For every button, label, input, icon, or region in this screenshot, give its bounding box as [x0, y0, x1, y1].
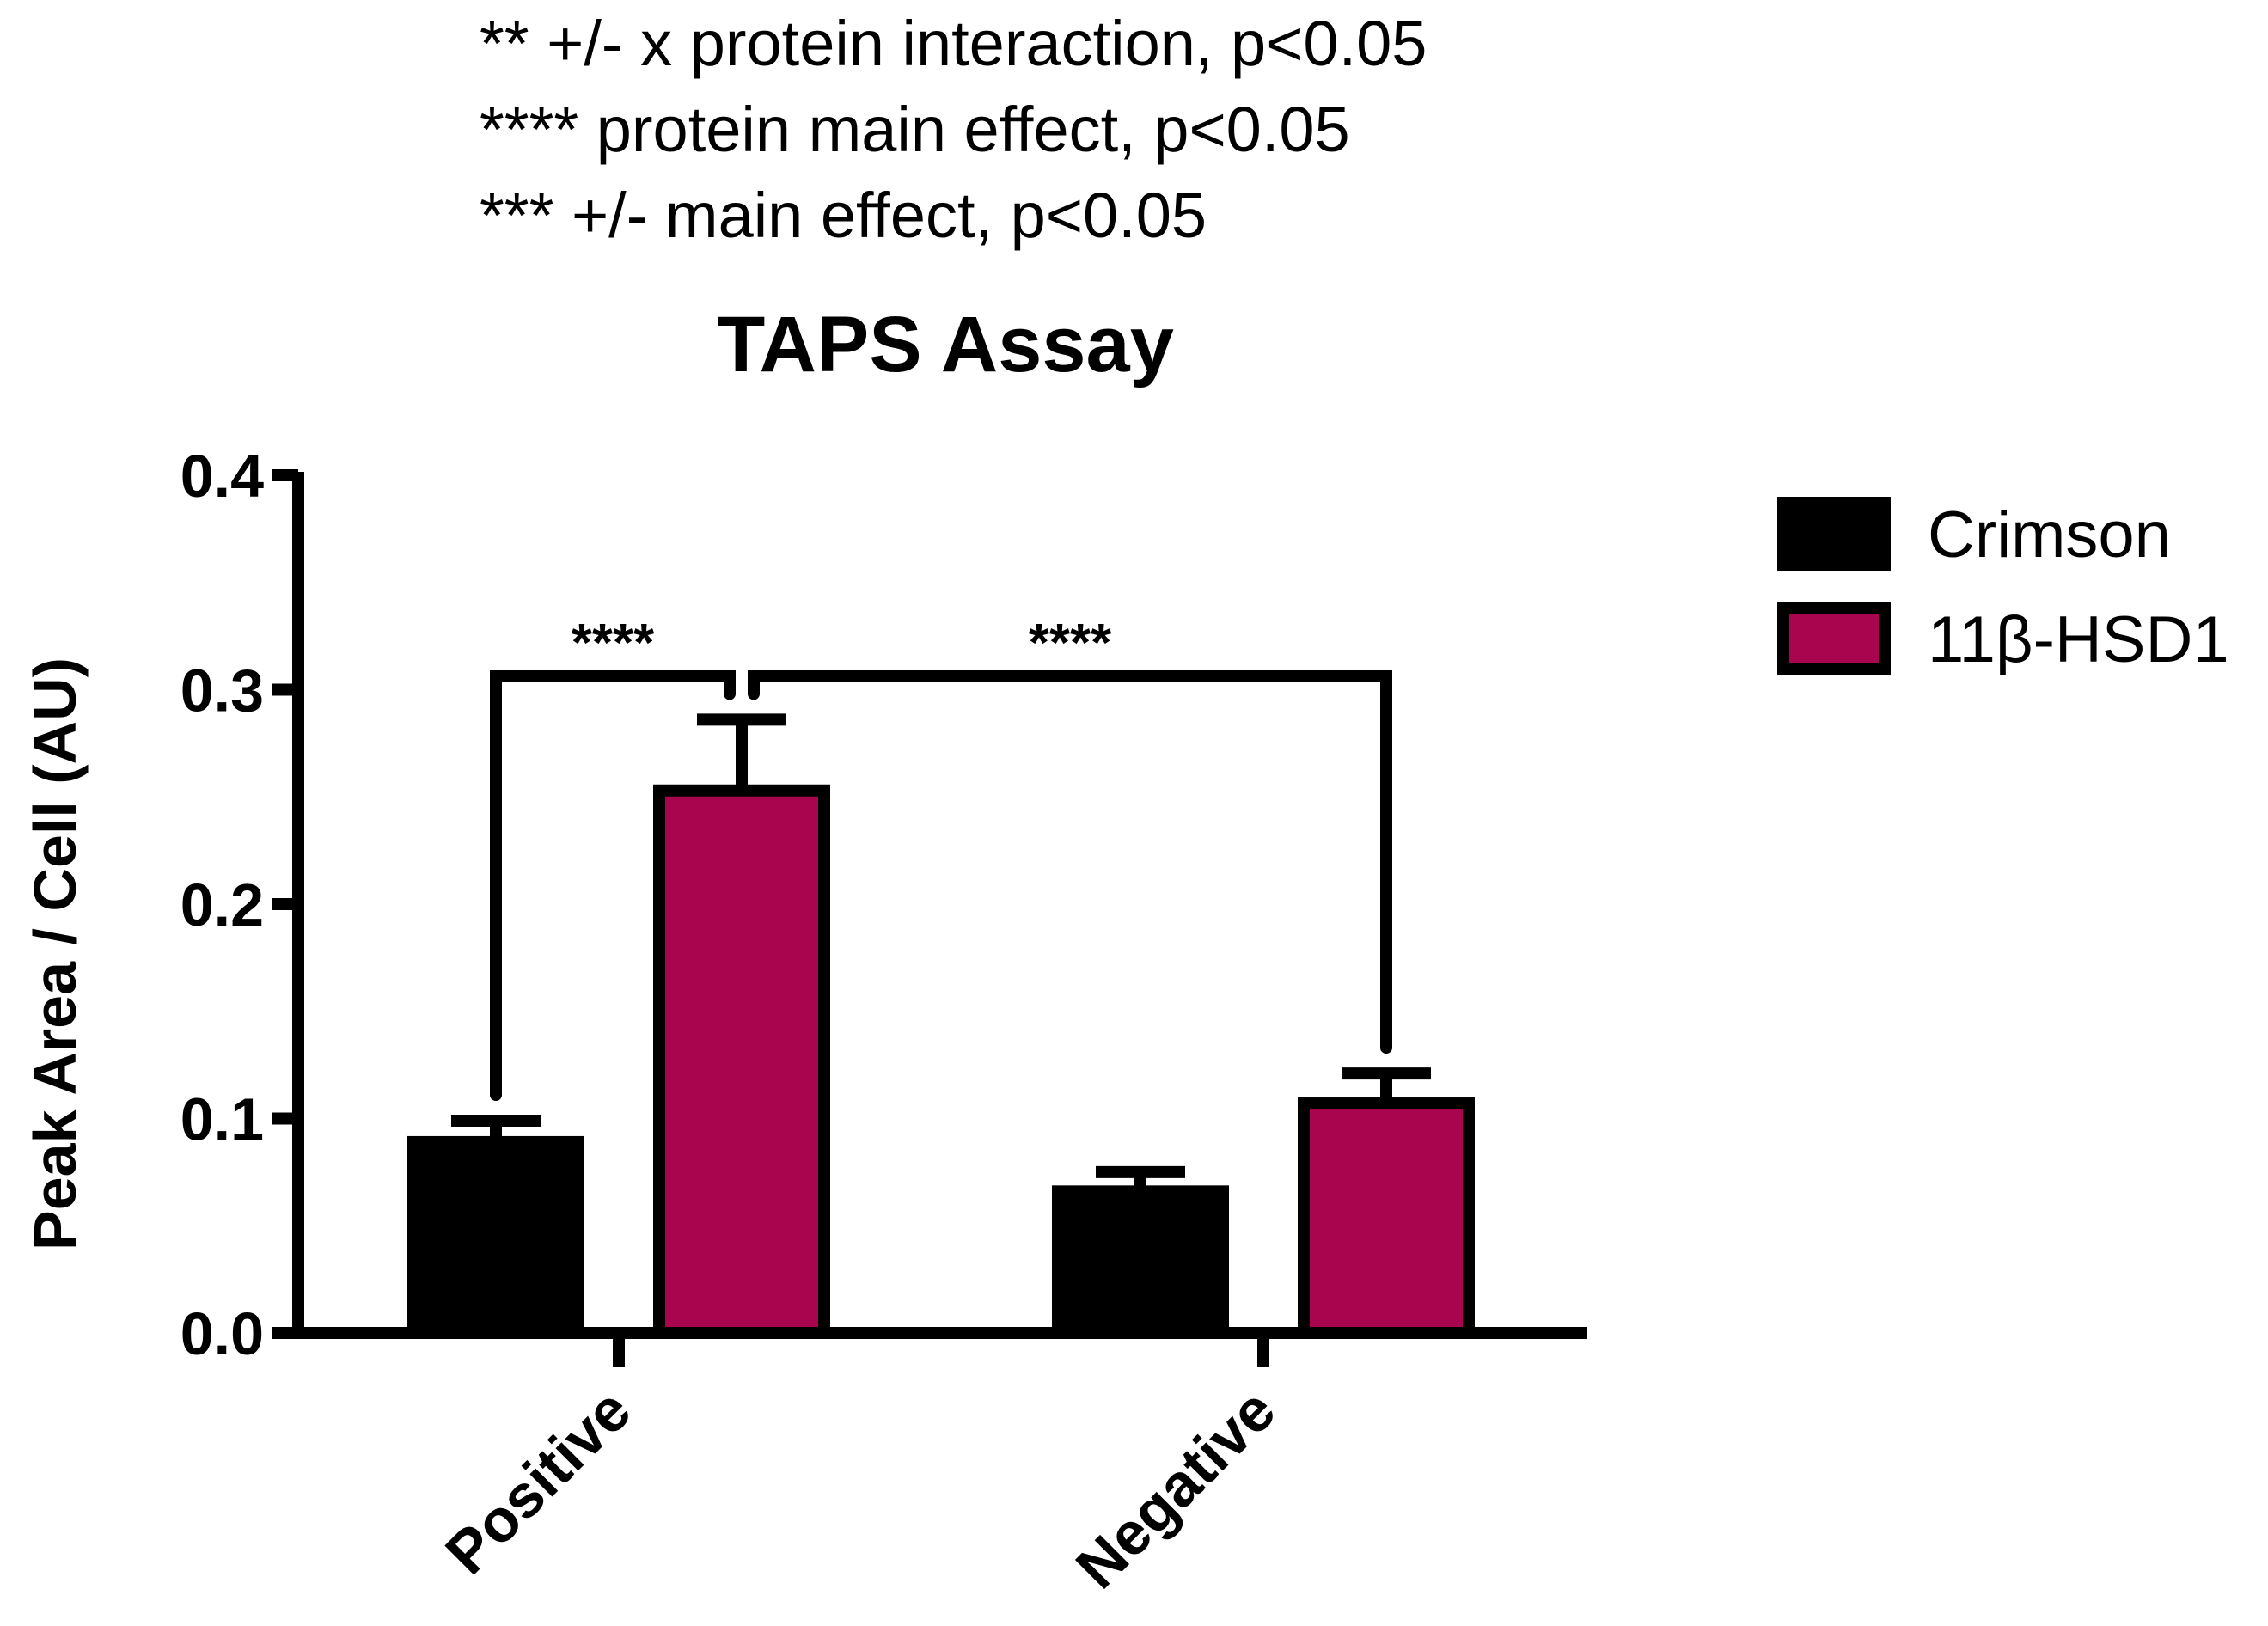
x-category-label: Positive [433, 1376, 644, 1586]
bar [407, 1135, 584, 1339]
annotation-pm-main-effect: *** +/- main effect, p<0.05 [480, 180, 1207, 251]
chart-title: TAPS Assay [717, 301, 1174, 388]
legend-swatch [1777, 497, 1891, 571]
bar [653, 784, 830, 1339]
y-axis-label: Peak Area / Cell (AU) [21, 657, 89, 1250]
significance-bracket [748, 670, 1392, 1054]
y-tick-label: 0.4 [180, 443, 264, 510]
annotation-protein-main-effect: **** protein main effect, p<0.05 [480, 94, 1350, 165]
legend-swatch [1777, 602, 1891, 675]
significance-label: **** [1029, 614, 1112, 673]
significance-label: **** [572, 614, 655, 673]
significance-brackets: **** **** [490, 614, 1392, 1101]
significance-bracket [490, 670, 736, 1101]
annotations: ** +/- x protein interaction, p<0.05 ***… [480, 8, 1427, 251]
y-tick-label: 0.3 [180, 657, 264, 724]
y-tick-label: 0.0 [180, 1300, 264, 1367]
y-tick-label: 0.2 [180, 871, 264, 938]
legend: Crimson 11β-HSD1 [1777, 497, 2229, 676]
bar [1052, 1185, 1229, 1339]
bar-series-group [407, 784, 1475, 1340]
bar [1298, 1097, 1475, 1340]
annotation-interaction: ** +/- x protein interaction, p<0.05 [480, 8, 1427, 79]
y-tick-label: 0.1 [180, 1086, 264, 1153]
legend-label: 11β-HSD1 [1928, 603, 2229, 676]
x-axis: Positive Negative [292, 1327, 1587, 1601]
y-axis: 0.0 0.1 0.2 0.3 0.4 [180, 443, 304, 1367]
legend-label: Crimson [1928, 498, 2171, 572]
x-category-label: Negative [1063, 1376, 1287, 1600]
error-bar-group [451, 713, 1431, 1192]
